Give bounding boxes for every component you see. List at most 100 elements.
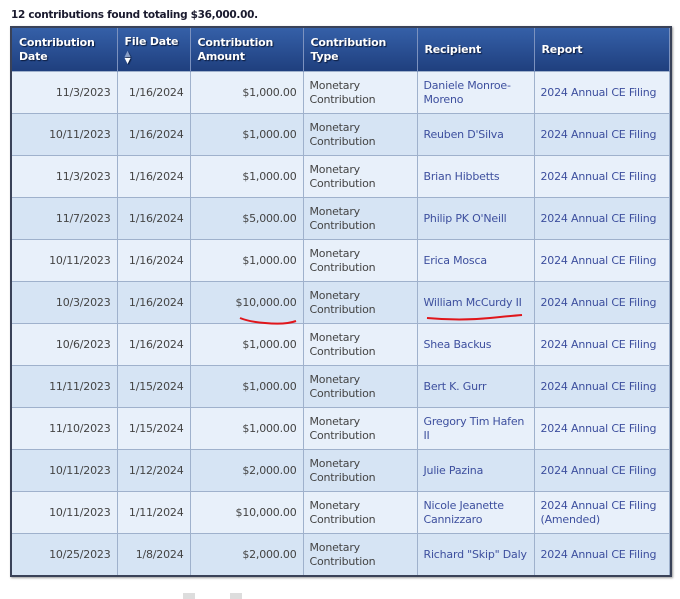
file-date: 1/12/2024 [117,449,191,492]
recipient-link[interactable]: Bert K. Gurr [417,365,535,408]
table-row: 10/25/2023 1/8/2024 $2,000.00 Monetary Cont… [12,533,670,575]
amount: $5,000.00 [190,197,304,240]
type: Monetary Contribution [303,155,418,198]
column-header-label: Report [541,42,583,56]
table-row: 11/3/2023 1/16/2024 $1,000.00 Monetary Cont… [12,155,670,198]
column-header-contribution-amount[interactable]: Contribution Amount [190,28,304,72]
contribution-date: 10/11/2023 [12,239,118,282]
amount: $2,000.00 [190,449,304,492]
recipient-link[interactable]: Gregory Tim Hafen II [417,407,535,450]
column-header-label: Contribution Amount [197,35,274,63]
report-link[interactable]: 2024 Annual CE Filing [534,365,670,408]
type: Monetary Contribution [303,113,418,156]
amount: $1,000.00 [190,407,304,450]
table-row: 10/11/2023 1/11/2024 $10,000.00 Monetary Co… [12,491,670,534]
report-link[interactable]: 2024 Annual CE Filing [534,239,670,282]
column-header-contribution-type[interactable]: Contribution Type [303,28,418,72]
report-link[interactable]: 2024 Annual CE Filing [534,71,670,114]
amount: $2,000.00 [190,533,304,575]
column-header-recipient[interactable]: Recipient [417,28,535,72]
file-date: 1/16/2024 [117,155,191,198]
contribution-date: 11/3/2023 [12,155,118,198]
contributions-table-container: Contribution Date File Date ▲ ▼ Contribution… [10,26,672,577]
contributions-table: Contribution Date File Date ▲ ▼ Contribution… [12,28,670,575]
amount: $1,000.00 [190,113,304,156]
file-date: 1/11/2024 [117,491,191,534]
type: Monetary Contribution [303,239,418,282]
type: Monetary Contribution [303,197,418,240]
report-link[interactable]: 2024 Annual CE Filing [534,197,670,240]
pagination-control[interactable] [183,593,195,599]
table-row: 11/7/2023 1/16/2024 $5,000.00 Monetary Cont… [12,197,670,240]
file-date: 1/16/2024 [117,113,191,156]
table-row: 10/11/2023 1/16/2024 $1,000.00 Monetary Con… [12,239,670,282]
type: Monetary Contribution [303,533,418,575]
amount: $1,000.00 [190,239,304,282]
amount: $10,000.00 [190,491,304,534]
table-row: 11/3/2023 1/16/2024 $1,000.00 Monetary Cont… [12,71,670,114]
report-link[interactable]: 2024 Annual CE Filing [534,113,670,156]
file-date: 1/15/2024 [117,365,191,408]
report-link[interactable]: 2024 Annual CE Filing [534,281,670,324]
column-header-report[interactable]: Report [534,28,670,72]
column-header-contribution-date[interactable]: Contribution Date [12,28,118,72]
recipient-link[interactable]: Daniele Monroe-Moreno [417,71,535,114]
contribution-date: 11/10/2023 [12,407,118,450]
type: Monetary Contribution [303,323,418,366]
column-header-file-date[interactable]: File Date ▲ ▼ [117,28,191,72]
amount: $1,000.00 [190,365,304,408]
report-link[interactable]: 2024 Annual CE Filing (Amended) [534,491,670,534]
recipient-link[interactable]: Julie Pazina [417,449,535,492]
table-row: 11/10/2023 1/15/2024 $1,000.00 Monetary Con… [12,407,670,450]
column-header-label: File Date [124,35,179,48]
amount: $1,000.00 [190,71,304,114]
table-row: 11/11/2023 1/15/2024 $1,000.00 Monetary Con… [12,365,670,408]
recipient-link[interactable]: Nicole Jeanette Cannizzaro [417,491,535,534]
contribution-date: 10/3/2023 [12,281,118,324]
file-date: 1/16/2024 [117,281,191,324]
contribution-date: 11/11/2023 [12,365,118,408]
type: Monetary Contribution [303,71,418,114]
contribution-date: 10/25/2023 [12,533,118,575]
type: Monetary Contribution [303,365,418,408]
type: Monetary Contribution [303,281,418,324]
type: Monetary Contribution [303,491,418,534]
contribution-date: 10/11/2023 [12,449,118,492]
file-date: 1/16/2024 [117,239,191,282]
column-header-label: Contribution Date [19,35,95,63]
column-header-label: Recipient [424,42,482,56]
recipient-link[interactable]: Richard "Skip" Daly [417,533,535,575]
recipient-link[interactable]: William McCurdy II [417,281,535,324]
table-row: 10/3/2023 1/16/2024 $10,000.00 Monetary Con… [12,281,670,324]
table-row: 10/11/2023 1/16/2024 $1,000.00 Monetary Con… [12,113,670,156]
report-link[interactable]: 2024 Annual CE Filing [534,323,670,366]
pagination-control[interactable] [230,593,242,599]
report-link[interactable]: 2024 Annual CE Filing [534,449,670,492]
file-date: 1/15/2024 [117,407,191,450]
contribution-date: 11/7/2023 [12,197,118,240]
recipient-link[interactable]: Reuben D'Silva [417,113,535,156]
file-date: 1/16/2024 [117,323,191,366]
contribution-date: 10/11/2023 [12,491,118,534]
contribution-date: 10/6/2023 [12,323,118,366]
type: Monetary Contribution [303,449,418,492]
table-row: 10/6/2023 1/16/2024 $1,000.00 Monetary Cont… [12,323,670,366]
amount: $1,000.00 [190,323,304,366]
amount: $1,000.00 [190,155,304,198]
contribution-date: 10/11/2023 [12,113,118,156]
recipient-link[interactable]: Brian Hibbetts [417,155,535,198]
recipient-link[interactable]: Shea Backus [417,323,535,366]
file-date: 1/16/2024 [117,71,191,114]
amount: $10,000.00 [190,281,304,324]
report-link[interactable]: 2024 Annual CE Filing [534,155,670,198]
report-link[interactable]: 2024 Annual CE Filing [534,533,670,575]
recipient-link[interactable]: Philip PK O'Neill [417,197,535,240]
contribution-date: 11/3/2023 [12,71,118,114]
column-header-label: Contribution Type [310,35,387,63]
type: Monetary Contribution [303,407,418,450]
recipient-link[interactable]: Erica Mosca [417,239,535,282]
sort-descending-icon[interactable]: ▲ ▼ [124,49,131,65]
report-link[interactable]: 2024 Annual CE Filing [534,407,670,450]
table-row: 10/11/2023 1/12/2024 $2,000.00 Monetary Con… [12,449,670,492]
file-date: 1/8/2024 [117,533,191,575]
